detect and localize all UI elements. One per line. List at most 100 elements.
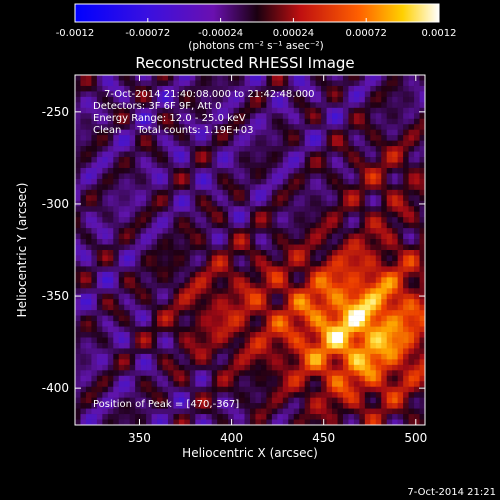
heatmap-cell [244, 102, 251, 109]
heatmap-cell [244, 288, 251, 295]
heatmap-cell [375, 348, 382, 355]
heatmap-cell [299, 392, 305, 398]
heatmap-cell [310, 304, 316, 311]
heatmap-cell [200, 408, 207, 415]
heatmap-cell [353, 146, 360, 152]
heatmap-cell [91, 107, 98, 114]
heatmap-cell [178, 419, 185, 426]
heatmap-cell [222, 102, 229, 109]
heatmap-cell [288, 266, 295, 273]
heatmap-cell [195, 364, 202, 371]
heatmap-cell [414, 200, 420, 207]
heatmap-cell [397, 151, 404, 158]
heatmap-cell [250, 397, 256, 404]
heatmap-cell [102, 250, 109, 256]
heatmap-cell [397, 332, 404, 338]
heatmap-cell [315, 386, 322, 393]
heatmap-cell [162, 353, 169, 360]
heatmap-cell [414, 217, 420, 223]
heatmap-cell [321, 403, 327, 409]
heatmap-cell [364, 348, 371, 355]
heatmap-cell [266, 403, 273, 409]
heatmap-cell [403, 75, 409, 81]
heatmap-cell [184, 266, 191, 273]
heatmap-cell [157, 271, 163, 278]
heatmap-cell [85, 315, 92, 322]
heatmap-cell [173, 146, 180, 152]
heatmap-cell [85, 375, 92, 382]
heatmap-cell [167, 370, 174, 377]
heatmap-cell [408, 348, 415, 355]
heatmap-cell [321, 392, 327, 398]
heatmap-cell [184, 96, 191, 103]
heatmap-cell [75, 419, 81, 426]
heatmap-cell [102, 118, 109, 125]
heatmap-cell [167, 151, 174, 158]
heatmap-cell [113, 151, 120, 158]
heatmap-cell [75, 146, 81, 152]
heatmap-cell [151, 184, 158, 191]
heatmap-cell [332, 359, 338, 366]
heatmap-cell [102, 403, 109, 409]
heatmap-cell [293, 359, 300, 366]
heatmap-cell [195, 151, 202, 158]
heatmap-cell [364, 96, 371, 103]
heatmap-cell [217, 419, 223, 426]
heatmap-cell [124, 107, 130, 114]
heatmap-cell [140, 91, 147, 98]
heatmap-cell [167, 348, 174, 355]
heatmap-cell [140, 135, 147, 141]
heatmap-cell [359, 315, 366, 322]
heatmap-cell [211, 397, 218, 404]
heatmap-cell [80, 326, 87, 333]
heatmap-cell [173, 392, 180, 398]
heatmap-cell [392, 118, 398, 125]
heatmap-cell [310, 244, 316, 251]
heatmap-cell [173, 250, 180, 256]
heatmap-cell [397, 381, 404, 388]
heatmap-cell [282, 239, 289, 245]
heatmap-cell [392, 386, 398, 393]
heatmap-cell [151, 140, 158, 147]
heatmap-cell [364, 266, 371, 273]
heatmap-cell [260, 233, 267, 240]
heatmap-cell [288, 353, 295, 360]
heatmap-cell [397, 375, 404, 382]
heatmap-cell [414, 173, 420, 180]
heatmap-cell [326, 414, 333, 420]
heatmap-cell [304, 173, 311, 180]
heatmap-cell [403, 167, 409, 174]
heatmap-cell [419, 157, 426, 163]
heatmap-cell [414, 96, 420, 103]
heatmap-cell [184, 85, 191, 92]
heatmap-cell [310, 386, 316, 393]
heatmap-cell [162, 184, 169, 191]
heatmap-cell [408, 260, 415, 267]
heatmap-cell [195, 80, 202, 87]
heatmap-cell [173, 326, 180, 333]
heatmap-cell [337, 140, 344, 147]
heatmap-cell [293, 173, 300, 180]
heatmap-cell [167, 326, 174, 333]
heatmap-cell [244, 386, 251, 393]
heatmap-cell [217, 102, 223, 109]
heatmap-cell [359, 206, 366, 213]
heatmap-cell [102, 233, 109, 240]
heatmap-cell [206, 228, 213, 234]
heatmap-cell [381, 146, 388, 152]
heatmap-cell [124, 288, 130, 295]
heatmap-cell [282, 80, 289, 87]
heatmap-cell [310, 167, 316, 174]
heatmap-cell [250, 222, 256, 229]
heatmap-cell [370, 381, 377, 388]
heatmap-cell [167, 118, 174, 125]
heatmap-cell [304, 337, 311, 344]
heatmap-cell [397, 370, 404, 377]
heatmap-cell [381, 381, 388, 388]
heatmap-cell [299, 102, 305, 109]
heatmap-cell [157, 282, 163, 289]
heatmap-cell [206, 299, 213, 305]
heatmap-cell [91, 239, 98, 245]
heatmap-cell [124, 75, 130, 81]
heatmap-cell [419, 184, 426, 191]
